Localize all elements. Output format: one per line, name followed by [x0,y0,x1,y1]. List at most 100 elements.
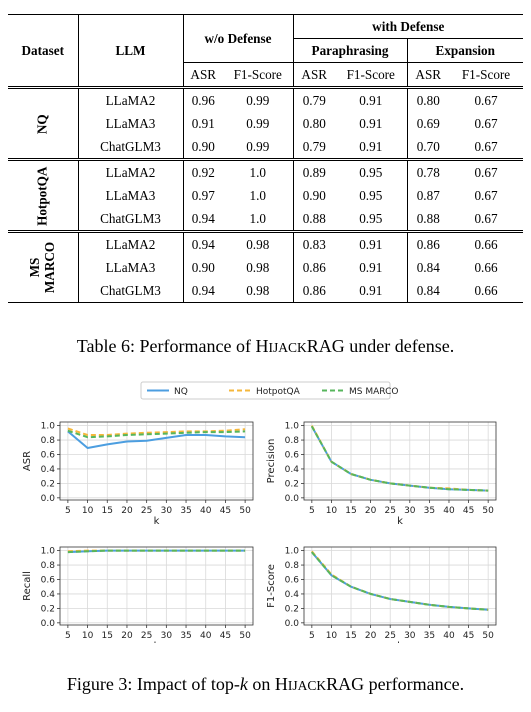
header-expansion: Expansion [406,38,523,63]
dataset-cell: MS MARCO [8,232,78,303]
series-line-hotpotqa [67,427,246,436]
asr-value-cell: 0.96 [182,87,223,112]
y-axis-label: Precision [266,439,277,484]
asr-value-cell: 0.86 [406,231,449,256]
f1-value-cell: 0.67 [474,92,498,108]
figure-caption-suffix: performance. [364,674,465,694]
x-axis-label: k [397,641,403,643]
asr-value-cell: 0.79 [292,135,335,160]
table-body: NQ LLaMA2 0.96 0.99 0.79 0.91 0.80 0.67 LLaMA3 0.… [8,87,523,303]
figure-caption: Figure 3: Impact of top-k on HIJACKRAG p… [0,674,531,695]
asr-value-cell: 0.88 [406,207,449,232]
asr-value-cell: 0.84 [406,256,449,279]
table-caption-name-ijack: IJACK [268,340,307,355]
f1-value-cell: 0.91 [359,236,383,252]
asr-value-cell: 0.79 [292,87,335,112]
table-row: LLaMA3 0.90 0.98 0.86 0.91 0.84 0.66 [8,256,523,279]
y-tick-label: 1.0 [285,422,300,432]
asr-value-cell: 0.90 [182,135,223,160]
figure-caption-k: k [239,674,248,694]
asr-value-cell: 0.94 [182,279,223,303]
dataset-cell: NQ [8,88,78,160]
f1-value-cell: 0.98 [246,259,270,275]
figure-caption-name-ijack: IJACK [287,678,327,693]
llm-cell: LLaMA3 [77,184,183,207]
y-tick-label: 0.2 [41,604,55,614]
x-tick-label: 35 [180,631,191,641]
f1-value-cell: 0.91 [359,115,383,131]
y-tick-label: 1.0 [41,422,56,432]
asr-value-cell: 0.94 [182,231,223,256]
f1-value-cell: 0.67 [474,115,498,131]
f1-value-cell: 0.67 [474,187,498,203]
y-tick-label: 0.4 [41,465,56,475]
table-row: LLaMA3 0.97 1.0 0.90 0.95 0.87 0.67 [8,184,523,207]
y-tick-label: 0.0 [285,619,300,629]
header-f1: F1-Score [449,62,523,88]
y-tick-label: 1.0 [41,547,56,557]
f1-value-cell: 1.0 [249,187,266,203]
table-caption-name-h: H [255,336,269,356]
series-line-nq [67,430,246,449]
x-tick-label: 25 [384,506,395,516]
x-tick-label: 30 [404,506,416,516]
asr-value-cell: 0.90 [182,256,223,279]
f1-value-cell: 0.91 [359,282,383,298]
axes-frame [303,421,497,501]
table-row: ChatGLM3 0.94 1.0 0.88 0.95 0.88 0.67 [8,207,523,232]
asr-value-cell: 0.83 [292,231,335,256]
x-tick-label: 10 [326,631,338,641]
figure-plots: NQ HotpotQA MS MARCO 5 10 15 20 25 30 35 40 45 50 0.0… [22,381,497,643]
table-caption-suffix: under defense. [344,336,455,356]
x-tick-label: 45 [463,506,474,516]
f1-value-cell: 0.67 [474,164,498,180]
asr-value-cell: 0.97 [182,184,223,207]
llm-cell: LLaMA3 [77,256,183,279]
table-caption-prefix: Table 6: Performance of [76,336,256,356]
asr-value-cell: 0.91 [182,112,223,135]
series-line-ms-marco [67,429,246,439]
y-tick-label: 0.8 [41,436,56,446]
y-tick-label: 0.6 [41,576,56,586]
header-f1: F1-Score [223,62,293,88]
y-tick-label: 0.8 [285,436,300,446]
y-tick-label: 0.2 [41,479,55,489]
llm-cell: LLaMA2 [77,87,183,112]
chart-panel-4: 5 10 15 20 25 30 35 40 45 50 0.0 0.2 0.4 0.6 0.8 1.0 k F1… [266,546,497,643]
y-tick-label: 0.2 [285,604,299,614]
dataset-name-line1: MS [27,257,43,278]
dataset-name: HotpotQA [34,166,50,226]
f1-value-cell: 0.67 [474,210,498,226]
f1-value-cell: 0.98 [246,282,270,298]
dataset-cell: HotpotQA [8,160,78,232]
results-table: Dataset LLM w/o Defense with Defense Par… [8,14,523,303]
axes-frame [303,546,497,626]
x-tick-label: 35 [424,506,435,516]
y-tick-label: 0.0 [41,494,56,504]
x-tick-label: 40 [200,506,212,516]
x-axis-label: k [154,516,160,527]
llm-cell: ChatGLM3 [77,279,183,303]
asr-value-cell: 0.69 [406,112,449,135]
header-llm: LLM [77,14,183,88]
llm-cell: LLaMA2 [77,159,183,184]
legend-frame [140,381,391,400]
asr-value-cell: 0.92 [182,159,223,184]
f1-value-cell: 0.95 [359,187,383,203]
y-tick-label: 0.6 [285,451,300,461]
x-tick-label: 5 [65,506,71,516]
table-row: MS MARCO LLaMA2 0.94 0.98 0.83 0.91 0.86 0.66 [8,231,523,293]
llm-cell: ChatGLM3 [77,207,183,232]
x-tick-label: 50 [239,506,251,516]
table-caption: Table 6: Performance of HIJACKRAG under … [0,336,531,357]
f1-value-cell: 0.91 [359,259,383,275]
x-tick-label: 20 [121,631,133,641]
asr-value-cell: 0.70 [406,135,449,160]
table-row: NQ LLaMA2 0.96 0.99 0.79 0.91 0.80 0.67 [8,87,523,134]
header-asr: ASR [406,62,449,88]
header-dataset: Dataset [21,42,64,58]
f1-value-cell: 1.0 [249,164,266,180]
x-tick-label: 50 [239,631,251,641]
asr-value-cell: 0.86 [292,279,335,303]
f1-value-cell: 0.99 [246,138,270,154]
